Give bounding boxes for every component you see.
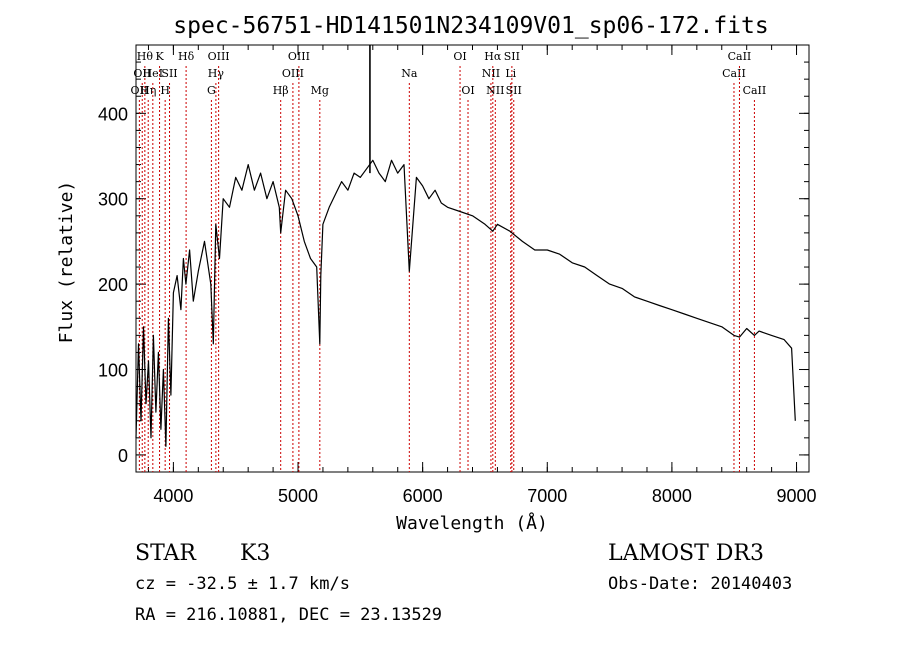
line-marker-label: OIII (288, 50, 310, 63)
line-marker-label: Na (401, 67, 418, 80)
obs-date: Obs-Date: 20140403 (608, 574, 792, 594)
y-tick-label: 300 (98, 190, 128, 210)
x-axis-ticks: 4000 5000 6000 7000 8000 9000 (153, 45, 817, 506)
x-tick-label: 6000 (403, 486, 443, 506)
object-class: STAR (135, 541, 197, 566)
line-marker-label: CaII (722, 67, 746, 80)
line-marker-label: NII (482, 67, 500, 80)
y-tick-label: 400 (98, 104, 128, 124)
x-tick-label: 8000 (652, 486, 692, 506)
x-tick-label: 5000 (278, 486, 318, 506)
y-tick-label: 0 (118, 446, 128, 466)
y-tick-label: 100 (98, 361, 128, 381)
line-marker-label: H (160, 84, 170, 97)
x-tick-label: 7000 (527, 486, 567, 506)
line-marker-label: SII (161, 67, 177, 80)
spectrum-series (135, 45, 796, 447)
line-marker-label: CaII (728, 50, 752, 63)
line-marker-label: OIII (208, 50, 230, 63)
x-tick-label: 4000 (153, 486, 193, 506)
survey-name: LAMOST DR3 (608, 541, 764, 566)
radec-readout: RA = 216.10881, DEC = 23.13529 (135, 605, 442, 625)
line-marker-label: OI (453, 50, 466, 63)
line-marker-label: Hθ (137, 50, 154, 63)
y-tick-label: 200 (98, 275, 128, 295)
line-marker-label: HeI (143, 67, 163, 80)
x-tick-label: 9000 (777, 486, 817, 506)
chart-title: spec-56751-HD141501N234109V01_sp06-172.f… (173, 13, 768, 39)
line-marker-label: Li (505, 67, 516, 80)
line-marker-label: OI (461, 84, 474, 97)
line-marker-label: OIII (282, 67, 304, 80)
y-axis-ticks: 0 100 200 300 400 (98, 104, 809, 466)
line-marker-label: Hα (484, 50, 502, 63)
line-marker-label: OII (133, 67, 151, 80)
line-marker-label: Hη (140, 84, 156, 97)
line-marker-label: SII (506, 84, 522, 97)
minor-ticks (136, 44, 809, 473)
y-axis-label: Flux (relative) (56, 181, 77, 344)
line-marker-label: Hδ (178, 50, 195, 63)
line-marker-label: Hβ (273, 84, 289, 97)
line-marker-label: CaII (743, 84, 767, 97)
spectrum-line (135, 159, 796, 447)
line-marker-label: Hγ (208, 67, 225, 80)
plot-frame (135, 44, 810, 473)
redshift-readout: cz = -32.5 ± 1.7 km/s (135, 574, 350, 594)
line-marker-label: Mg (311, 84, 329, 97)
line-marker-label: G (207, 84, 216, 97)
line-marker-label: SII (504, 50, 520, 63)
line-marker-label: K (155, 50, 164, 63)
line-marker-label: OII (131, 84, 149, 97)
x-axis-label: Wavelength (Å) (396, 512, 548, 534)
emission-line-markers: OIIOIIHθHηHeIKHSIIHδGHγOIIIHβOIIIOIIIMgN… (131, 50, 767, 472)
object-subclass: K3 (240, 541, 270, 566)
line-marker-label: NII (486, 84, 504, 97)
